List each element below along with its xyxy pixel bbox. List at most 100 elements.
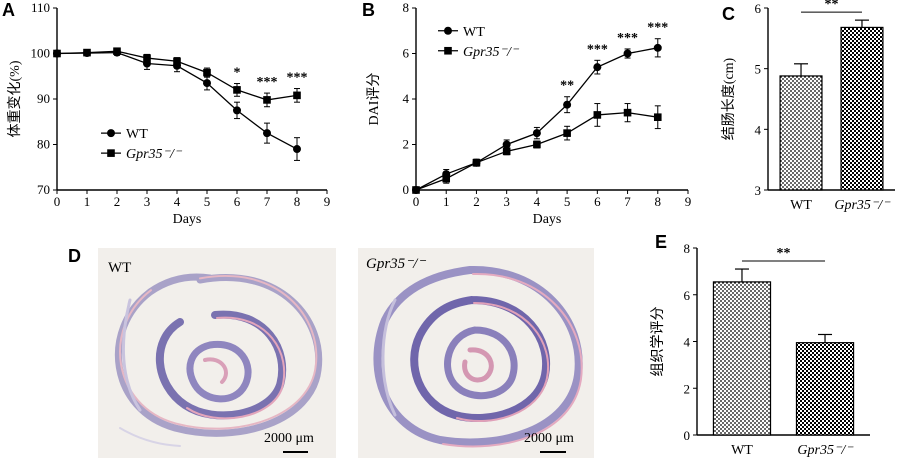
x-axis-label: Days	[173, 212, 202, 227]
data-point-square	[143, 54, 151, 62]
data-point-square	[653, 113, 662, 121]
data-point-square	[113, 47, 121, 56]
colon-length-chart: 3 4 5 6 结肠长度(cm) WT Gpr35⁻/⁻ **	[721, 0, 895, 213]
y-tick-label: 90	[37, 91, 50, 106]
panel-letter-d: D	[68, 246, 81, 266]
x-axis-label: Days	[533, 212, 562, 227]
x-tick-label: 5	[564, 194, 571, 209]
histology-gpr35-label: Gpr35⁻/⁻	[366, 256, 426, 272]
y-tick-label: 4	[684, 335, 691, 350]
y-tick-label: 6	[684, 288, 691, 303]
data-point-circle	[623, 49, 632, 58]
data-point-circle	[293, 145, 301, 154]
y-tick-label: 3	[755, 183, 762, 198]
x-tick-label: 2	[473, 194, 480, 209]
x-tick-label: 7	[624, 194, 631, 209]
y-axis-label: DAI评分	[366, 73, 382, 126]
data-point-square	[412, 186, 420, 194]
panel-letter-a: A	[2, 0, 15, 20]
y-tick-label: 80	[37, 137, 50, 152]
data-point-square	[533, 140, 541, 149]
legend-label: WT	[126, 127, 148, 142]
data-point-square	[203, 68, 211, 77]
x-tick-label: 3	[503, 194, 510, 209]
series-line-1	[415, 111, 658, 191]
x-tick-label: 1	[443, 194, 450, 209]
legend-marker-square	[107, 149, 115, 157]
data-point-circle	[532, 129, 541, 138]
histology-wt-label: WT	[108, 260, 131, 276]
y-axis-label: 结肠长度(cm)	[721, 57, 737, 140]
y-tick-label: 4	[755, 122, 762, 137]
y-axis-label: 体重变化(%)	[7, 60, 23, 137]
x-tick-label: 6	[234, 194, 241, 209]
panel-letter-c: C	[722, 4, 735, 24]
x-tick-label: 3	[144, 194, 151, 209]
x-tick-label: 6	[594, 194, 601, 209]
panel-letter-b: B	[362, 0, 375, 20]
y-tick-label: 2	[684, 381, 691, 396]
significance-label: ***	[287, 71, 308, 86]
x-tick-label: 2	[114, 194, 121, 209]
y-tick-label: 110	[31, 0, 50, 15]
y-tick-label: 0	[684, 428, 691, 443]
category-label: WT	[731, 443, 753, 458]
legend-marker-square	[444, 46, 452, 55]
category-label: Gpr35⁻/⁻	[834, 198, 891, 213]
data-point-square	[442, 174, 451, 183]
bar-0	[712, 281, 772, 436]
significance-label: ***	[647, 21, 668, 36]
x-tick-label: 4	[534, 194, 541, 209]
y-tick-label: 5	[755, 62, 762, 77]
legend-label: Gpr35⁻/⁻	[126, 147, 183, 162]
data-point-square	[502, 147, 511, 156]
y-tick-label: 8	[403, 0, 410, 15]
x-tick-label: 9	[324, 194, 331, 209]
data-point-circle	[233, 106, 241, 115]
bar-1	[840, 26, 884, 191]
bar-1	[795, 342, 855, 436]
x-tick-label: 0	[54, 194, 61, 209]
y-tick-label: 70	[37, 182, 50, 197]
data-point-square	[233, 86, 241, 94]
x-tick-label: 8	[655, 194, 662, 209]
panel-letter-e: E	[655, 232, 667, 252]
x-tick-label: 0	[413, 194, 420, 209]
histology-image-gpr35: Gpr35⁻/⁻ 2000 μm	[358, 248, 594, 458]
significance-label: *	[234, 66, 241, 81]
y-tick-label: 2	[403, 137, 410, 152]
data-point-circle	[502, 140, 511, 149]
legend-label: Gpr35⁻/⁻	[463, 45, 520, 60]
bar-0	[779, 75, 823, 191]
significance-label: ***	[587, 42, 608, 57]
data-point-square	[563, 129, 571, 137]
x-tick-label: 8	[294, 194, 301, 209]
legend-marker-circle	[444, 26, 452, 35]
data-point-circle	[203, 79, 211, 88]
data-point-square	[263, 96, 271, 104]
legend-marker-circle	[107, 129, 115, 138]
data-point-square	[83, 48, 91, 57]
x-tick-label: 4	[174, 194, 181, 209]
x-tick-label: 7	[264, 194, 271, 209]
significance-label: ***	[617, 31, 638, 46]
series-line-0	[415, 47, 658, 191]
data-point-square	[472, 158, 481, 167]
x-tick-label: 9	[685, 194, 692, 209]
data-point-square	[53, 49, 61, 58]
significance-label: **	[560, 79, 574, 94]
data-point-square	[293, 91, 301, 100]
y-tick-label: 4	[403, 91, 410, 106]
x-tick-label: 1	[84, 194, 91, 209]
y-tick-label: 0	[403, 182, 410, 197]
significance-label: ***	[257, 75, 278, 90]
y-axis-label: 组织学评分	[650, 307, 666, 377]
y-tick-label: 6	[403, 46, 410, 61]
data-point-circle	[263, 129, 271, 138]
data-point-circle	[653, 43, 662, 52]
data-point-square	[593, 111, 602, 119]
histology-score-chart: 0 2 4 6 8 组织学评分 WT Gpr35⁻/⁻ **	[650, 241, 870, 458]
